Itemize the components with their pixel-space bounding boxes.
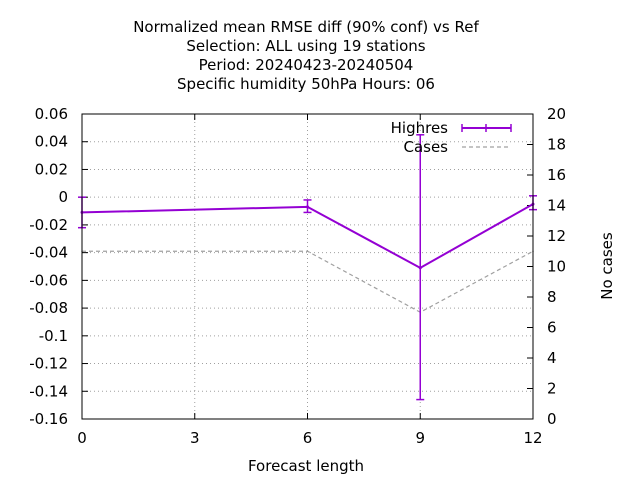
y2-tick-label: 14 xyxy=(547,197,566,215)
legend: Highres Cases xyxy=(391,119,512,156)
y2-tick-label: 10 xyxy=(547,258,566,276)
y-tick-label: -0.06 xyxy=(29,271,68,289)
x-tick-label: 12 xyxy=(523,429,542,447)
y-tick-label: -0.16 xyxy=(29,410,68,428)
legend-label-highres: Highres xyxy=(391,119,449,137)
y2-tick-label: 16 xyxy=(547,166,566,184)
y-tick-label: -0.12 xyxy=(29,355,68,373)
chart-title-line1: Normalized mean RMSE diff (90% conf) vs … xyxy=(133,18,479,36)
data-point-cases xyxy=(306,250,309,253)
data-point-highres xyxy=(418,266,422,270)
legend-label-cases: Cases xyxy=(403,138,448,156)
series-layer xyxy=(78,134,537,401)
series-line-cases xyxy=(82,250,534,313)
x-tick-label: 9 xyxy=(415,429,425,447)
y2-tick-label: 2 xyxy=(547,380,557,398)
y2-tick-label: 4 xyxy=(547,349,557,367)
y2-tick-label: 8 xyxy=(547,288,557,306)
y2-axis-label: No cases xyxy=(598,232,616,300)
chart-title-line3: Period: 20240423-20240504 xyxy=(199,56,414,74)
x-axis-label: Forecast length xyxy=(248,457,364,475)
x-tick-label: 0 xyxy=(77,429,87,447)
y-tick-label: -0.1 xyxy=(39,327,68,345)
y2-tick-label: 18 xyxy=(547,136,566,154)
y2-tick-label: 0 xyxy=(547,410,557,428)
x-tick-label: 6 xyxy=(303,429,313,447)
grid-lines xyxy=(82,114,533,419)
y-axis-ticks: 0.06 0.04 0.02 0 -0.02 -0.04 -0.06 -0.08 -0.1 -0.… xyxy=(29,105,88,428)
y2-tick-label: 20 xyxy=(547,105,566,123)
y-tick-label: 0 xyxy=(58,188,68,206)
y2-tick-label: 12 xyxy=(547,227,566,245)
y-tick-label: -0.14 xyxy=(29,382,68,400)
y-tick-label: -0.02 xyxy=(29,216,68,234)
y2-tick-label: 6 xyxy=(547,319,557,337)
x-tick-label: 3 xyxy=(190,429,200,447)
legend-sample-highres xyxy=(461,124,512,132)
y-tick-label: 0.06 xyxy=(35,105,68,123)
data-point-highres xyxy=(306,205,309,209)
y-tick-label: -0.04 xyxy=(29,244,68,262)
plot-frame xyxy=(81,113,534,420)
series-line-highres xyxy=(81,203,534,270)
y-tick-label: 0.04 xyxy=(35,133,68,151)
y-tick-label: -0.08 xyxy=(29,299,68,317)
chart-title-line2: Selection: ALL using 19 stations xyxy=(186,37,425,55)
x-axis-ticks: 0 3 6 9 12 xyxy=(77,114,543,447)
chart-title-line4: Specific humidity 50hPa Hours: 06 xyxy=(177,75,435,93)
y-tick-label: 0.02 xyxy=(35,160,68,178)
